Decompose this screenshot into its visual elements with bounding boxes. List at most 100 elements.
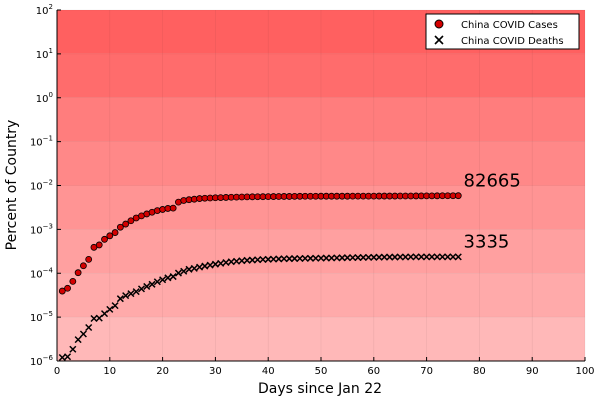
- death-point: [64, 353, 72, 361]
- x-axis-title: Days since Jan 22: [258, 381, 382, 397]
- death-point: [317, 254, 325, 262]
- death-point-stroke: [454, 253, 462, 261]
- death-point: [201, 262, 209, 270]
- death-point: [79, 330, 87, 338]
- death-point: [396, 253, 404, 261]
- death-point-stroke: [217, 259, 225, 267]
- legend-item-deaths: China COVID Deaths: [434, 35, 564, 47]
- x-axis-ticks: 0 10 20 30 40 50 60 70 80 90 100: [54, 357, 595, 377]
- death-point-stroke: [238, 257, 246, 265]
- death-point-stroke: [264, 255, 272, 263]
- death-point-stroke: [391, 253, 399, 261]
- death-point-stroke: [275, 255, 283, 263]
- death-point: [211, 260, 219, 268]
- death-point-stroke: [153, 278, 161, 286]
- background-band: [57, 53, 585, 98]
- death-point: [217, 259, 225, 267]
- death-point-stroke: [174, 269, 182, 277]
- death-point: [364, 253, 373, 261]
- x-tick-label: 0: [54, 366, 60, 377]
- x-tick-label: 10: [103, 366, 116, 377]
- x-tick-label: 50: [315, 366, 328, 377]
- death-point-stroke: [338, 254, 346, 262]
- case-point: [169, 204, 177, 212]
- death-point-stroke: [254, 256, 262, 264]
- background-band: [57, 229, 585, 274]
- death-point-stroke: [206, 261, 214, 269]
- case-point: [101, 235, 108, 243]
- annotation-deaths-total: 3335: [464, 231, 510, 252]
- legend: China COVID Cases China COVID Deaths: [425, 13, 580, 50]
- death-point: [180, 267, 188, 275]
- death-point-stroke: [169, 273, 177, 281]
- death-point-stroke: [111, 302, 119, 310]
- death-point: [185, 265, 193, 273]
- death-point: [174, 269, 182, 277]
- death-point: [164, 274, 172, 282]
- death-point-stroke: [196, 263, 204, 271]
- death-point-stroke: [296, 254, 304, 263]
- death-point-stroke: [449, 253, 457, 261]
- death-point-stroke: [280, 255, 288, 263]
- legend-marker-x: [434, 35, 444, 45]
- death-point-stroke: [132, 288, 140, 296]
- x-tick-label: 60: [367, 366, 380, 377]
- x-tick-label: 30: [209, 366, 222, 377]
- case-point: [64, 284, 71, 292]
- death-point-stroke: [190, 264, 198, 272]
- death-point: [343, 254, 351, 262]
- death-point-stroke: [354, 254, 362, 262]
- death-point: [306, 254, 314, 262]
- y-tick-label: 100: [36, 91, 53, 105]
- death-point-stroke: [79, 330, 87, 338]
- death-point: [333, 254, 341, 262]
- death-point-stroke: [343, 254, 351, 262]
- case-point: [106, 232, 114, 240]
- death-point: [312, 254, 320, 262]
- death-point: [69, 345, 77, 353]
- x-tick-label: 20: [156, 366, 169, 377]
- death-point: [264, 255, 272, 263]
- case-point: [80, 262, 87, 270]
- x-tick-label: 40: [262, 366, 275, 377]
- death-point: [106, 305, 114, 313]
- death-point-stroke: [428, 253, 436, 261]
- death-point-stroke: [122, 292, 130, 300]
- death-point: [370, 253, 378, 261]
- death-point-stroke: [291, 255, 299, 263]
- death-point: [433, 253, 441, 261]
- death-point: [190, 264, 198, 272]
- series-cases: [58, 192, 462, 295]
- death-point-stroke: [143, 282, 151, 290]
- death-point: [169, 273, 177, 281]
- death-point: [301, 254, 309, 262]
- death-point: [280, 255, 288, 263]
- death-point-stroke: [364, 253, 373, 261]
- death-point: [391, 253, 399, 261]
- death-point: [359, 253, 367, 261]
- death-point-stroke: [417, 253, 425, 261]
- death-point: [269, 255, 278, 263]
- death-point-stroke: [433, 253, 441, 261]
- death-point-stroke: [269, 255, 278, 263]
- legend-label-deaths: China COVID Deaths: [461, 36, 564, 47]
- death-point: [380, 253, 388, 261]
- death-point-stroke: [386, 253, 394, 261]
- y-tick-label: 10−1: [30, 135, 53, 149]
- death-point-stroke: [248, 256, 256, 264]
- death-point-stroke: [412, 253, 420, 261]
- death-point: [132, 288, 140, 296]
- death-point-stroke: [85, 323, 93, 332]
- death-point-stroke: [58, 353, 66, 362]
- death-point: [285, 255, 293, 263]
- death-point-stroke: [164, 274, 172, 282]
- death-point: [222, 258, 230, 267]
- death-point: [58, 353, 66, 362]
- death-point: [401, 253, 410, 261]
- annotation-cases-total: 82665: [464, 170, 521, 191]
- death-point-stroke: [312, 254, 320, 262]
- background-band: [57, 97, 585, 142]
- death-point-stroke: [444, 253, 452, 261]
- death-point-stroke: [317, 254, 325, 262]
- death-point-stroke: [159, 276, 167, 284]
